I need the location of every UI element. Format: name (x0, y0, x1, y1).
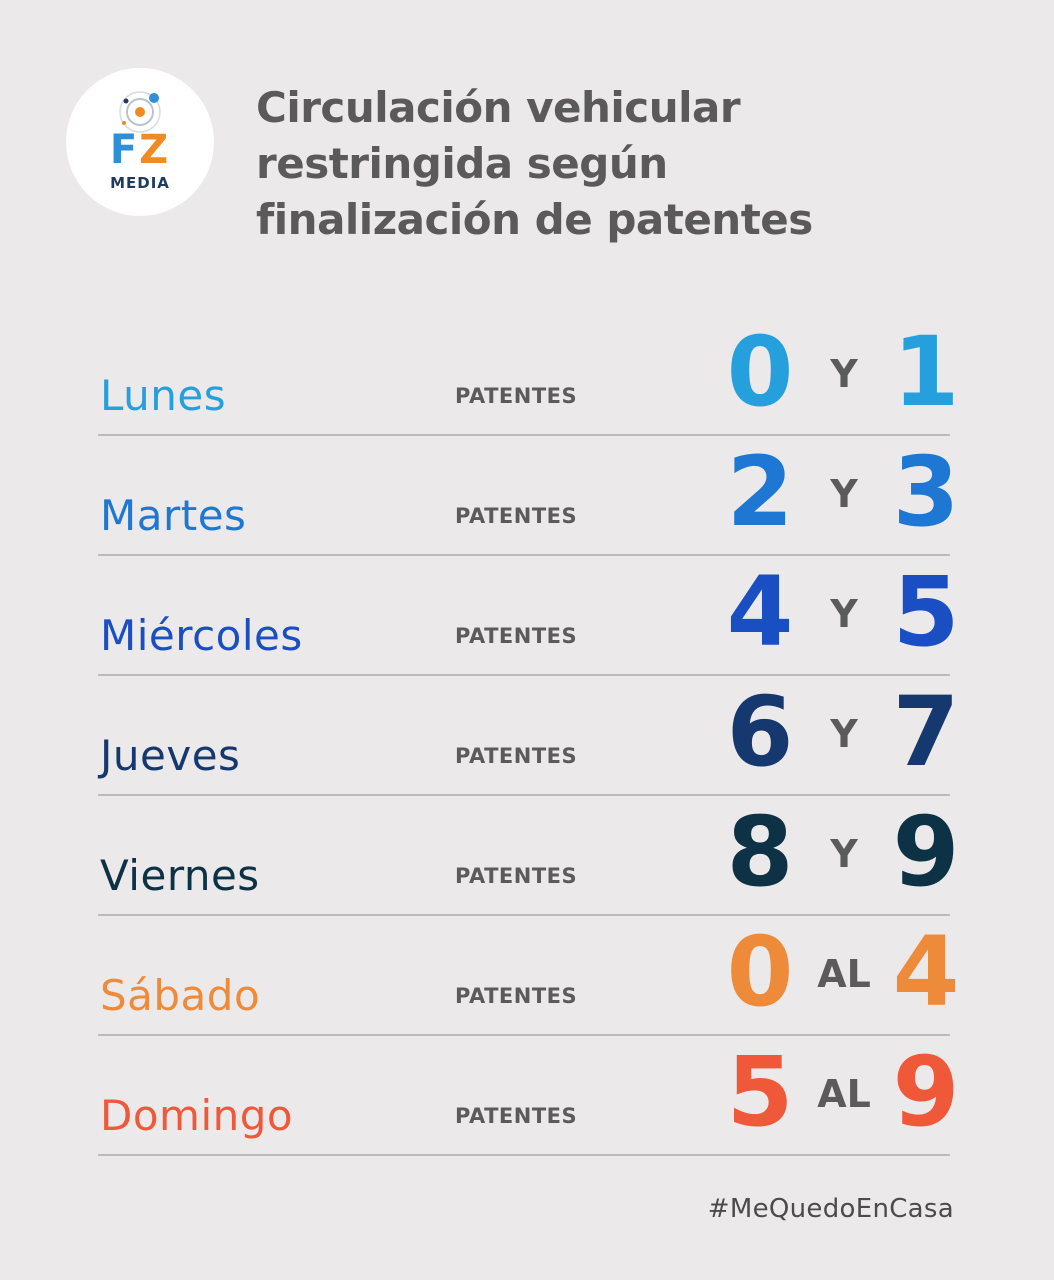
patentes-label: PATENTES (455, 624, 578, 648)
schedule-row: Miércoles PATENTES 4 Y 5 (98, 556, 959, 676)
hashtag: #MeQuedoEnCasa (707, 1194, 954, 1224)
digit-end: 5 (892, 556, 960, 668)
patentes-label: PATENTES (455, 864, 578, 888)
digit-start: 0 (726, 316, 794, 428)
digit-end: 4 (892, 916, 960, 1028)
connector: Y (830, 832, 858, 876)
digit-start: 5 (726, 1036, 794, 1148)
connector: Y (830, 352, 858, 396)
schedule-list: Lunes PATENTES 0 Y 1 Martes PATENTES 2 Y 3 Miércol… (98, 316, 959, 1156)
digit-start: 6 (726, 676, 794, 788)
connector: Y (830, 592, 858, 636)
title-line: restringida según (256, 139, 668, 188)
title-line: finalización de patentes (256, 195, 813, 244)
digit-end: 1 (892, 316, 960, 428)
logo-media-text: MEDIA (110, 174, 170, 192)
logo-letter-f: F (109, 127, 140, 173)
connector: Y (830, 712, 858, 756)
day-name: Sábado (100, 971, 261, 1020)
digit-end: 9 (892, 1036, 960, 1148)
day-name: Domingo (100, 1091, 294, 1140)
fz-media-logo: FZ MEDIA (66, 68, 214, 216)
connector: AL (817, 1072, 871, 1116)
digit-end: 3 (892, 436, 960, 548)
digit-start: 8 (726, 796, 794, 908)
schedule-row: Lunes PATENTES 0 Y 1 (98, 316, 959, 436)
day-name: Miércoles (100, 611, 303, 660)
digit-start: 2 (726, 436, 794, 548)
day-name: Martes (100, 491, 247, 540)
patentes-label: PATENTES (455, 1104, 578, 1128)
page-title: Circulación vehicular restringida según … (256, 80, 956, 248)
day-name: Jueves (100, 731, 241, 780)
orbit-icon (119, 91, 161, 133)
schedule-row: Viernes PATENTES 8 Y 9 (98, 796, 959, 916)
schedule-row: Domingo PATENTES 5 AL 9 (98, 1036, 959, 1156)
digit-end: 7 (892, 676, 960, 788)
patentes-label: PATENTES (455, 984, 578, 1008)
title-line: Circulación vehicular (256, 83, 741, 132)
day-name: Viernes (100, 851, 260, 900)
connector: Y (830, 472, 858, 516)
logo-letter-z: Z (139, 127, 171, 173)
schedule-row: Jueves PATENTES 6 Y 7 (98, 676, 959, 796)
patentes-label: PATENTES (455, 384, 578, 408)
patentes-label: PATENTES (455, 504, 578, 528)
day-name: Lunes (100, 371, 227, 420)
schedule-row: Martes PATENTES 2 Y 3 (98, 436, 959, 556)
connector: AL (817, 952, 871, 996)
digit-start: 4 (726, 556, 794, 668)
digit-end: 9 (892, 796, 960, 908)
logo-wordmark: FZ (66, 130, 214, 170)
patentes-label: PATENTES (455, 744, 578, 768)
digit-start: 0 (726, 916, 794, 1028)
schedule-row: Sábado PATENTES 0 AL 4 (98, 916, 959, 1036)
